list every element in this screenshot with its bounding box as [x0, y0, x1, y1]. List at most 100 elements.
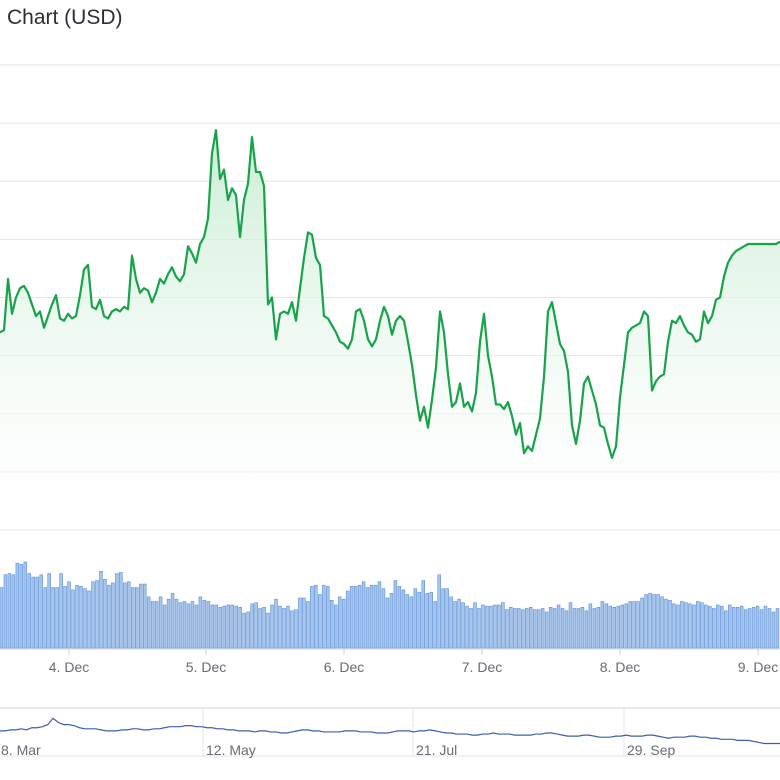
volume-bar — [425, 593, 429, 649]
volume-bar — [604, 603, 609, 649]
volume-bar — [222, 605, 227, 649]
volume-bar — [182, 601, 187, 649]
volume-bar — [620, 604, 624, 649]
volume-bar — [771, 611, 776, 649]
volume-bar — [513, 608, 517, 649]
x-tick-label: 6. Dec — [324, 659, 364, 675]
volume-bar — [63, 586, 67, 649]
volume-bar — [286, 605, 290, 649]
volume-bar — [660, 596, 664, 649]
volume-bar — [238, 607, 242, 649]
volume-bar — [751, 607, 756, 649]
volume-bar — [365, 587, 370, 649]
volume-bar — [302, 597, 306, 649]
volume-bar — [278, 605, 282, 649]
x-tick-label: 5. Dec — [186, 659, 226, 675]
volume-bar — [708, 605, 712, 649]
volume-bar — [369, 584, 374, 649]
volume-bar — [640, 597, 644, 649]
volume-bar — [489, 605, 493, 649]
volume-bar — [146, 596, 151, 649]
volume-bar — [230, 604, 234, 649]
price-line[interactable] — [0, 129, 780, 460]
navigator-axis: 8. Mar 12. May 21. Jul 29. Sep — [1, 742, 675, 758]
volume-bar — [409, 596, 414, 649]
volume-bar — [138, 583, 143, 649]
volume-bar — [481, 604, 485, 649]
volume-bar — [123, 582, 127, 649]
volume-bar — [612, 607, 617, 649]
volume-bar — [632, 601, 636, 649]
volume-bar — [528, 607, 533, 649]
volume-bar — [87, 590, 91, 649]
volume-bar — [469, 608, 473, 649]
volume-bar — [262, 607, 266, 649]
volume-bar — [11, 574, 16, 649]
volume-bar — [548, 607, 553, 649]
volume-bar — [75, 584, 79, 649]
volume-bar — [664, 598, 668, 649]
volume-bar — [544, 611, 549, 649]
volume-bar — [755, 605, 760, 649]
volume-bar — [636, 601, 640, 649]
volume-bar — [580, 607, 585, 649]
volume-bar — [43, 587, 47, 649]
volume-bar — [107, 584, 111, 649]
volume-bar — [3, 574, 8, 649]
volume-bar — [294, 609, 298, 649]
volume-bar — [465, 605, 469, 649]
volume-bar — [775, 608, 780, 649]
volume-bar — [568, 602, 573, 649]
volume-bar — [457, 598, 461, 649]
volume-bar — [174, 598, 179, 649]
volume-bar — [79, 586, 83, 649]
volume-bar — [39, 574, 43, 649]
navigator-tick-label: 8. Mar — [1, 742, 41, 758]
volume-bar — [501, 602, 505, 649]
volume-bar — [656, 594, 660, 649]
volume-bar — [540, 608, 545, 649]
volume-bar — [720, 605, 724, 649]
volume-bar — [349, 586, 354, 649]
volume-bar — [353, 586, 358, 649]
volume-bar — [345, 590, 350, 649]
volume-bar — [588, 603, 593, 649]
volume-bar — [67, 581, 71, 649]
volume-bar — [270, 604, 274, 649]
volume-bar — [576, 608, 581, 649]
volume-bar — [397, 586, 402, 649]
volume-bar — [115, 573, 119, 649]
volume-bar — [393, 580, 398, 649]
volume-bar — [214, 604, 219, 649]
volume-bar — [310, 586, 314, 649]
volume-bar — [716, 604, 720, 649]
volume-bar — [616, 605, 621, 649]
volume-bar — [600, 601, 605, 649]
volume-bar — [31, 576, 36, 649]
volume-bar — [91, 581, 95, 649]
volume-bar — [322, 584, 326, 649]
volume-bar — [314, 584, 318, 649]
volume-bar — [485, 605, 489, 649]
volume-bar — [142, 583, 147, 649]
volume-bar — [704, 604, 708, 649]
volume-bar — [333, 604, 338, 649]
volume-bar — [385, 597, 390, 649]
volume-bar — [330, 600, 334, 649]
volume-bar — [584, 610, 589, 649]
volume-bar — [298, 597, 302, 649]
volume-bar — [35, 576, 39, 649]
volume-bar — [608, 605, 613, 649]
volume-bar — [170, 593, 175, 649]
volume-bar — [536, 609, 541, 649]
volume-bar — [556, 604, 561, 649]
volume-bar — [51, 587, 55, 649]
volume-bar — [198, 596, 203, 649]
volume-bar — [747, 608, 752, 649]
volume-bar — [672, 603, 676, 649]
volume-bar — [266, 612, 270, 649]
volume-bar — [373, 584, 378, 649]
volume-bar — [727, 604, 732, 649]
navigator[interactable]: 8. Mar 12. May 21. Jul 29. Sep — [0, 707, 780, 758]
